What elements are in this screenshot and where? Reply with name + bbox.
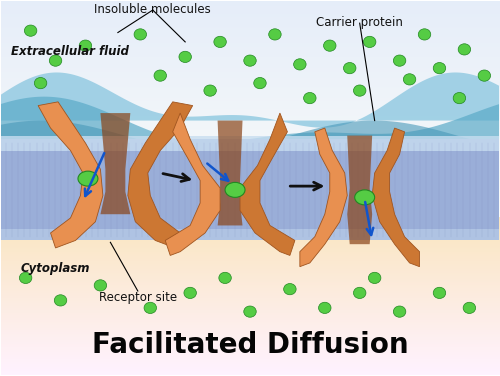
Ellipse shape [453, 92, 466, 104]
Ellipse shape [134, 29, 146, 40]
Ellipse shape [354, 287, 366, 299]
Ellipse shape [20, 272, 32, 284]
Polygon shape [300, 128, 347, 267]
Circle shape [225, 182, 245, 197]
Ellipse shape [214, 36, 226, 47]
Text: Insoluble molecules: Insoluble molecules [94, 3, 211, 15]
Ellipse shape [418, 29, 430, 40]
Ellipse shape [244, 306, 256, 317]
Polygon shape [128, 102, 192, 248]
Ellipse shape [34, 77, 47, 89]
Ellipse shape [304, 92, 316, 104]
Ellipse shape [50, 55, 62, 66]
Circle shape [354, 190, 374, 205]
Ellipse shape [433, 62, 446, 74]
Polygon shape [0, 229, 500, 240]
Ellipse shape [254, 77, 266, 89]
Ellipse shape [478, 70, 490, 81]
Polygon shape [347, 136, 372, 244]
Ellipse shape [268, 29, 281, 40]
Ellipse shape [79, 40, 92, 51]
Polygon shape [165, 113, 220, 255]
Ellipse shape [184, 287, 196, 299]
Text: Cytoplasm: Cytoplasm [20, 262, 90, 275]
Ellipse shape [244, 55, 256, 66]
Ellipse shape [324, 40, 336, 51]
Ellipse shape [144, 302, 156, 314]
Ellipse shape [364, 36, 376, 47]
Ellipse shape [404, 74, 416, 85]
Ellipse shape [204, 85, 216, 96]
Text: Carrier protein: Carrier protein [316, 16, 403, 29]
Polygon shape [372, 128, 420, 267]
Ellipse shape [394, 55, 406, 66]
Text: Extracellular fluid: Extracellular fluid [10, 45, 128, 58]
Polygon shape [0, 139, 500, 240]
Ellipse shape [179, 51, 192, 62]
Ellipse shape [294, 59, 306, 70]
Polygon shape [0, 136, 500, 150]
Ellipse shape [394, 306, 406, 317]
Ellipse shape [54, 295, 67, 306]
Polygon shape [0, 121, 500, 158]
Polygon shape [218, 121, 242, 226]
Ellipse shape [24, 25, 37, 36]
Ellipse shape [219, 272, 232, 284]
Circle shape [78, 171, 98, 186]
Ellipse shape [458, 44, 470, 55]
Text: Receptor site: Receptor site [99, 291, 177, 304]
Ellipse shape [463, 302, 475, 314]
Polygon shape [0, 73, 500, 128]
Polygon shape [0, 97, 500, 150]
Ellipse shape [344, 62, 356, 74]
Ellipse shape [284, 284, 296, 295]
Ellipse shape [368, 272, 381, 284]
Text: Facilitated Diffusion: Facilitated Diffusion [92, 331, 408, 359]
Ellipse shape [154, 70, 166, 81]
Ellipse shape [94, 280, 106, 291]
Polygon shape [100, 113, 130, 214]
Ellipse shape [318, 302, 331, 314]
Polygon shape [38, 102, 103, 248]
Ellipse shape [354, 85, 366, 96]
Ellipse shape [433, 287, 446, 299]
Polygon shape [240, 113, 295, 255]
